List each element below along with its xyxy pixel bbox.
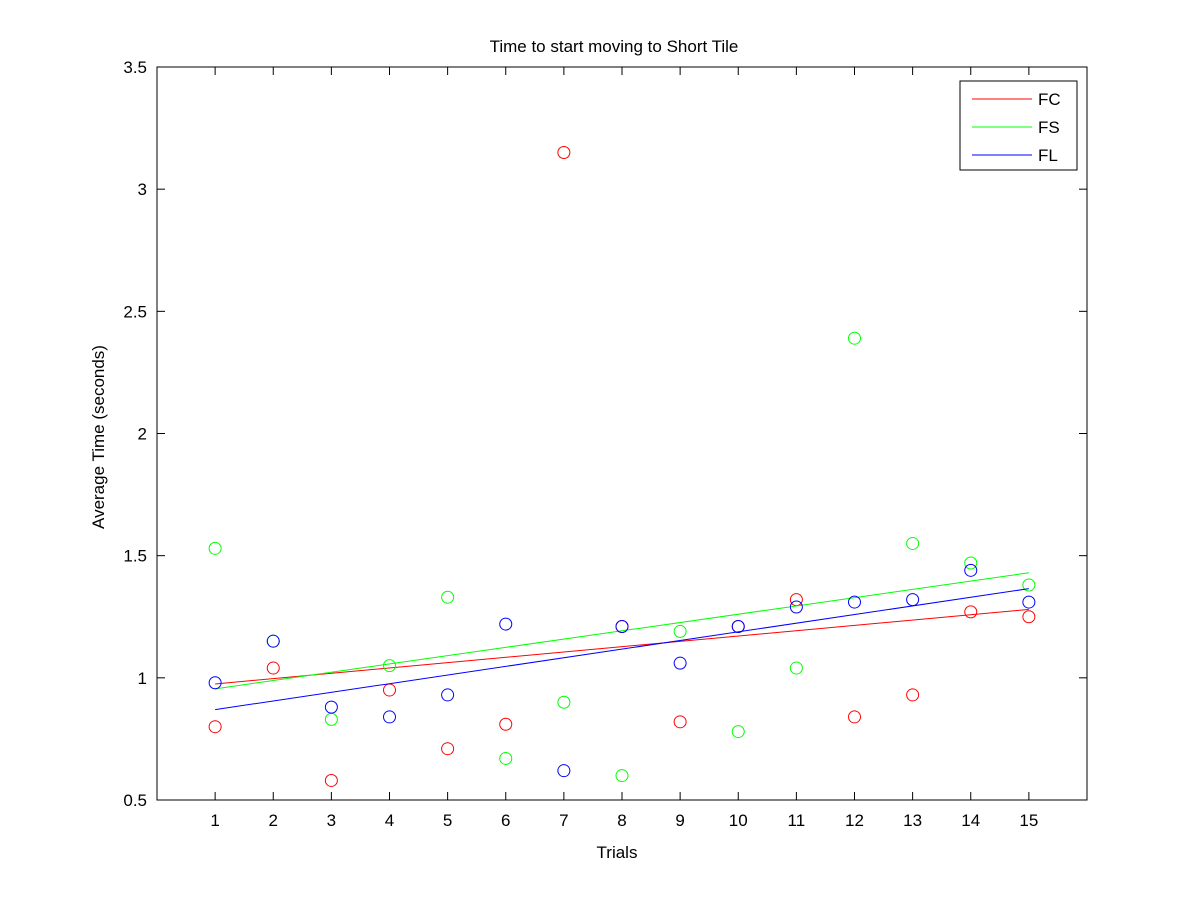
data-point-fs <box>499 751 513 765</box>
data-point-fc <box>324 773 338 787</box>
data-point-fc <box>848 710 861 724</box>
data-point-fs <box>789 661 803 675</box>
y-tick-label: 3 <box>138 180 147 199</box>
x-tick-label: 13 <box>903 811 922 830</box>
y-tick-label: 2.5 <box>123 302 147 321</box>
x-tick-label: 7 <box>559 811 568 830</box>
x-tick-label: 8 <box>617 811 626 830</box>
x-tick-label: 12 <box>845 811 864 830</box>
data-point-fs <box>673 624 687 638</box>
x-tick-label: 1 <box>210 811 219 830</box>
x-tick-label: 10 <box>729 811 748 830</box>
trend-line-fs <box>215 572 1029 690</box>
x-tick-label: 2 <box>269 811 278 830</box>
data-point-fl <box>383 710 396 724</box>
data-point-fl <box>615 620 629 634</box>
x-tick-label: 3 <box>327 811 336 830</box>
x-tick-label: 9 <box>675 811 684 830</box>
legend-label-fs: FS <box>1038 118 1060 137</box>
data-point-fc <box>266 661 280 675</box>
data-point-fc <box>964 605 978 619</box>
trend-line-fc <box>215 608 1029 685</box>
data-point-fl <box>557 764 571 778</box>
data-point-fl <box>266 634 280 648</box>
chart-title: Time to start moving to Short Tile <box>490 37 739 56</box>
trend-line-fl <box>215 588 1029 711</box>
data-point-fs <box>964 556 978 570</box>
data-point-fl <box>1022 595 1036 609</box>
legend-label-fl: FL <box>1038 146 1058 165</box>
data-point-fl <box>848 595 861 609</box>
series-fc <box>208 146 1036 787</box>
data-point-fc <box>499 717 513 731</box>
x-tick-label: 11 <box>788 811 806 830</box>
data-point-fl <box>499 617 513 631</box>
x-axis-label: Trials <box>597 843 638 862</box>
data-point-fs <box>1022 578 1036 592</box>
y-tick-label: 0.5 <box>123 791 147 810</box>
data-point-fc <box>1022 610 1036 624</box>
data-point-fl <box>731 620 745 634</box>
data-point-fs <box>615 769 629 783</box>
series-fl <box>208 563 1036 778</box>
x-tick-label: 5 <box>443 811 452 830</box>
data-point-fs <box>906 536 920 550</box>
data-point-fl <box>324 700 338 714</box>
data-point-fs <box>208 541 222 555</box>
data-point-fl <box>789 600 803 614</box>
data-point-fs <box>731 725 745 739</box>
x-tick-label: 4 <box>385 811 394 830</box>
data-point-fl <box>906 593 920 607</box>
y-tick-label: 3.5 <box>123 58 147 77</box>
y-tick-label: 1.5 <box>123 547 147 566</box>
data-point-fc <box>673 715 687 729</box>
data-point-fc <box>441 742 455 756</box>
data-point-fl <box>673 656 687 670</box>
plot-area: 1 2 3 4 5 6 7 8 9 10 11 12 13 14 150.511.522.533.5 <box>123 58 1088 830</box>
data-point-fc <box>906 688 920 702</box>
data-point-fl <box>964 563 978 577</box>
legend-label-fc: FC <box>1038 90 1061 109</box>
data-point-fs <box>848 331 861 345</box>
data-point-fs <box>441 590 455 604</box>
x-tick-label: 6 <box>501 811 510 830</box>
data-point-fs <box>383 659 396 673</box>
data-point-fc <box>208 720 222 734</box>
x-tick-label: 14 <box>961 811 980 830</box>
y-axis-label: Average Time (seconds) <box>89 345 108 529</box>
data-point-fc <box>557 146 571 160</box>
y-tick-label: 1 <box>138 669 147 688</box>
data-point-fs <box>557 695 571 709</box>
axes-frame <box>156 66 1088 801</box>
legend: FC FS FL <box>959 80 1078 171</box>
data-point-fl <box>208 676 222 690</box>
data-point-fl <box>441 688 455 702</box>
x-tick-label: 15 <box>1019 811 1038 830</box>
y-tick-label: 2 <box>138 425 147 444</box>
